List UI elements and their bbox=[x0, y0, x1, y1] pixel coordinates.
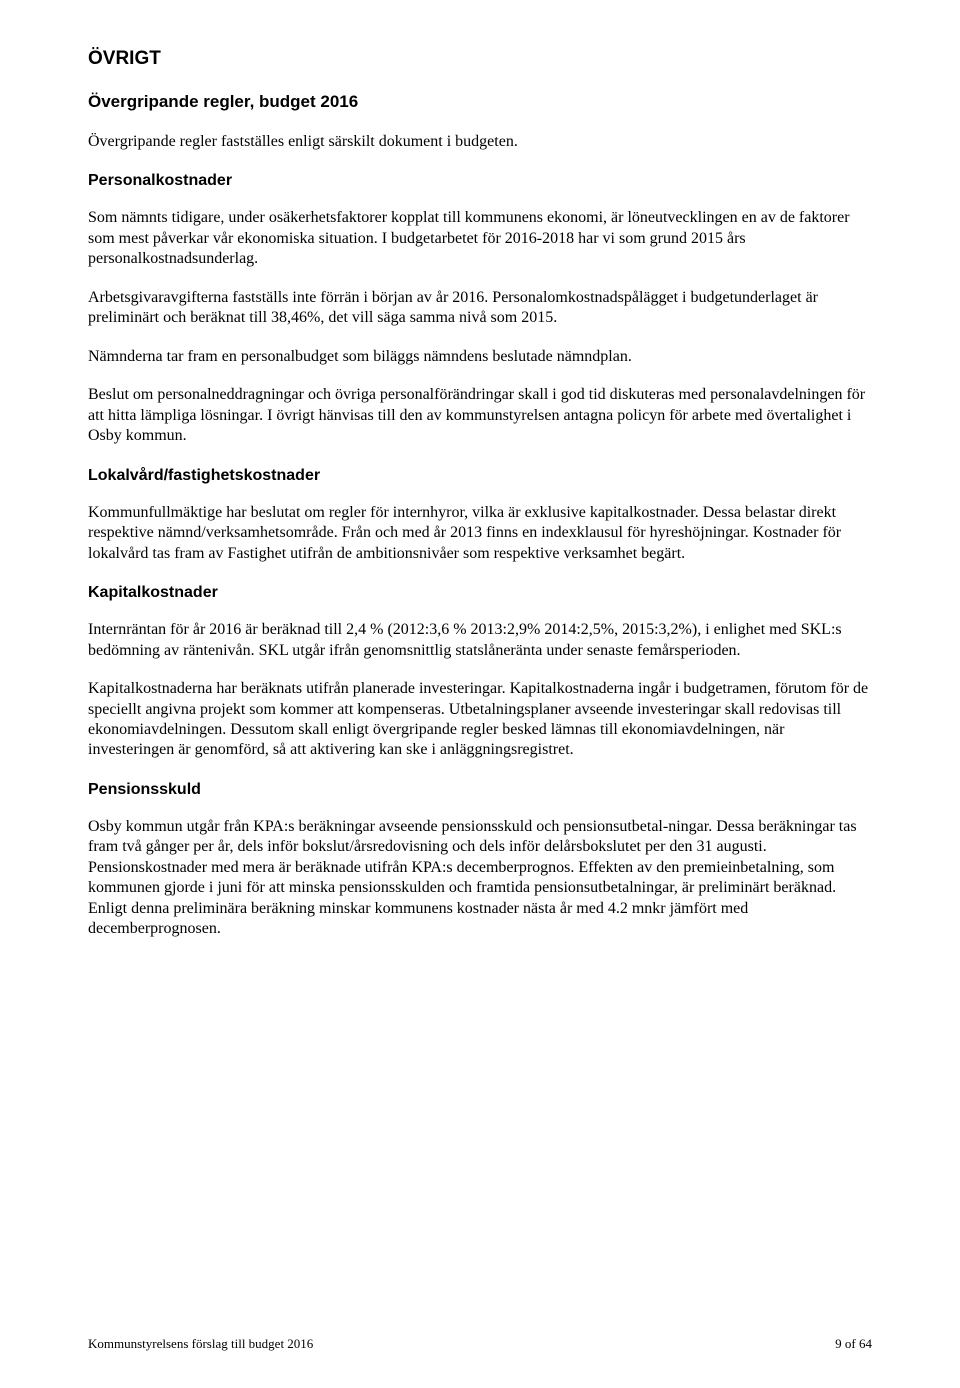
paragraph-intro: Övergripande regler fastställes enligt s… bbox=[88, 132, 872, 152]
paragraph-personal-3: Nämnderna tar fram en personalbudget som… bbox=[88, 347, 872, 367]
heading-personalkostnader: Personalkostnader bbox=[88, 172, 872, 190]
footer-left-text: Kommunstyrelsens förslag till budget 201… bbox=[88, 1336, 313, 1351]
paragraph-personal-1: Som nämnts tidigare, under osäkerhetsfak… bbox=[88, 208, 872, 269]
heading-kapitalkostnader: Kapitalkostnader bbox=[88, 584, 872, 602]
heading-lokalvard: Lokalvård/fastighetskostnader bbox=[88, 467, 872, 485]
heading-main: ÖVRIGT bbox=[88, 48, 872, 70]
paragraph-personal-4: Beslut om personalneddragningar och övri… bbox=[88, 385, 872, 446]
page-footer: Kommunstyrelsens förslag till budget 201… bbox=[88, 1336, 872, 1352]
document-page: ÖVRIGT Övergripande regler, budget 2016 … bbox=[0, 0, 960, 1388]
footer-page-number: 9 of 64 bbox=[835, 1336, 872, 1352]
paragraph-lokal-1: Kommunfullmäktige har beslutat om regler… bbox=[88, 503, 872, 564]
paragraph-kapital-2: Kapitalkostnaderna har beräknats utifrån… bbox=[88, 679, 872, 761]
paragraph-kapital-1: Internräntan för år 2016 är beräknad til… bbox=[88, 620, 872, 661]
paragraph-personal-2: Arbetsgivaravgifterna fastställs inte fö… bbox=[88, 288, 872, 329]
heading-sub: Övergripande regler, budget 2016 bbox=[88, 92, 872, 112]
paragraph-pension-1: Osby kommun utgår från KPA:s beräkningar… bbox=[88, 817, 872, 940]
heading-pensionsskuld: Pensionsskuld bbox=[88, 781, 872, 799]
